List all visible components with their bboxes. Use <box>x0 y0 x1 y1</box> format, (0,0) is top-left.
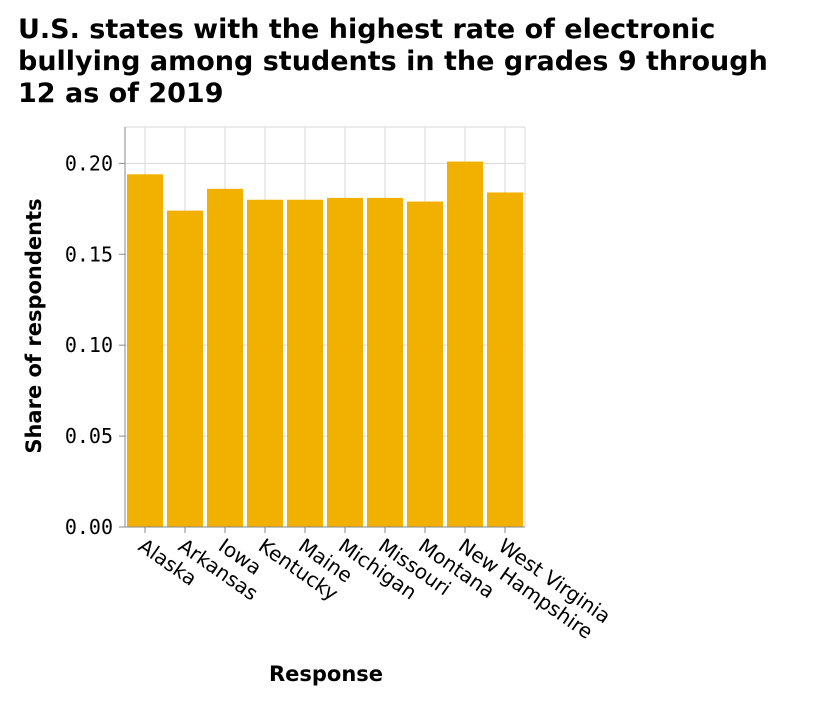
y-tick-label: 0.10 <box>65 333 113 357</box>
bar-alaska <box>127 174 163 528</box>
bar-maine <box>287 199 323 527</box>
bar-new-hampshire <box>447 161 483 527</box>
bar-michigan <box>327 197 363 527</box>
bar-arkansas <box>167 210 203 528</box>
bar-west-virginia <box>487 192 523 528</box>
chart-title: U.S. states with the highest rate of ele… <box>18 14 768 109</box>
y-tick-label: 0.00 <box>65 515 113 539</box>
bar-missouri <box>367 197 403 527</box>
bar-iowa <box>207 188 243 527</box>
y-tick-label: 0.05 <box>65 424 113 448</box>
y-axis-ticks: 0.00 0.05 0.10 0.15 0.20 <box>65 151 125 539</box>
bars-group <box>127 161 523 528</box>
y-axis-title: Share of respondents <box>22 198 46 453</box>
x-axis-ticks: AlaskaArkansasIowaKentuckyMaineMichiganM… <box>134 527 615 644</box>
y-tick-label: 0.15 <box>65 242 113 266</box>
bar-montana <box>407 201 443 527</box>
x-axis-title: Response <box>269 662 383 686</box>
y-tick-label: 0.20 <box>65 151 113 175</box>
bar-kentucky <box>247 199 283 527</box>
axes <box>124 127 525 528</box>
